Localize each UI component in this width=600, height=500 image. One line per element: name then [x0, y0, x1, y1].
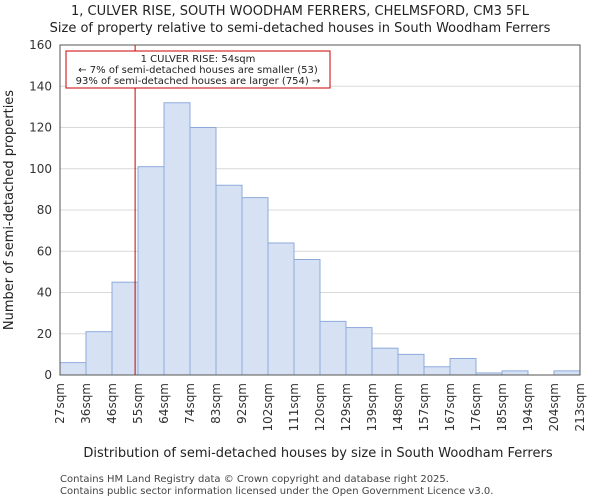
x-tick-label: 120sqm [313, 383, 327, 431]
bar [501, 370, 529, 376]
bar [267, 242, 295, 376]
x-tick-label: 194sqm [521, 383, 535, 431]
footer-line-2: Contains public sector information licen… [60, 486, 493, 497]
bar [553, 370, 581, 376]
annotation-line-1: 1 CULVER RISE: 54sqm [141, 54, 256, 65]
y-tick-label: 60 [37, 244, 52, 258]
y-tick-label: 100 [29, 162, 52, 176]
bar [423, 366, 451, 376]
bar [397, 353, 425, 376]
x-tick-label: 74sqm [183, 383, 197, 424]
bar [163, 102, 191, 376]
x-tick-label: 213sqm [573, 383, 587, 431]
y-tick-label: 140 [29, 79, 52, 93]
bar [215, 184, 243, 376]
bar [59, 362, 87, 376]
x-tick-label: 176sqm [469, 383, 483, 431]
bar [85, 331, 113, 376]
bar [449, 358, 477, 376]
y-tick-label: 160 [29, 38, 52, 52]
y-tick-label: 40 [37, 286, 52, 300]
x-tick-label: 64sqm [157, 383, 171, 424]
bar [241, 197, 269, 376]
y-tick-label: 80 [37, 203, 52, 217]
annotation-line-3: 93% of semi-detached houses are larger (… [76, 76, 321, 87]
x-tick-label: 27sqm [53, 383, 67, 424]
x-tick-label: 148sqm [391, 383, 405, 431]
x-tick-label: 185sqm [495, 383, 509, 431]
annotation-line-2: ← 7% of semi-detached houses are smaller… [78, 65, 318, 76]
chart-title: 1, CULVER RISE, SOUTH WOODHAM FERRERS, C… [71, 4, 530, 19]
bar [319, 320, 347, 376]
x-tick-label: 139sqm [365, 383, 379, 431]
plot-frame [59, 44, 581, 376]
y-tick-label: 0 [44, 368, 52, 382]
x-tick-label: 157sqm [417, 383, 431, 431]
bar [137, 166, 165, 376]
y-tick-label: 20 [37, 327, 52, 341]
y-tick-label: 120 [29, 121, 52, 135]
x-tick-label: 92sqm [235, 383, 249, 424]
bar [345, 327, 373, 376]
bar [189, 127, 217, 376]
y-axis-title: Number of semi-detached properties [2, 90, 17, 330]
bar [293, 259, 321, 376]
x-axis-title: Distribution of semi-detached houses by … [83, 446, 552, 461]
x-tick-labels: 27sqm 36sqm 46sqm 55sqm 64sqm 74sqm 83sqm 92sqm… [53, 383, 587, 431]
axes-layer [59, 44, 581, 376]
y-tick-labels: 0 20 40 60 80 100 120 140 160 [29, 38, 52, 382]
x-tick-label: 167sqm [443, 383, 457, 431]
annotation-box [65, 50, 331, 89]
x-tick-label: 36sqm [79, 383, 93, 424]
x-tick-label: 46sqm [105, 383, 119, 424]
x-tick-label: 129sqm [339, 383, 353, 431]
x-tick-label: 111sqm [287, 383, 301, 431]
footer-line-1: Contains HM Land Registry data © Crown c… [60, 474, 449, 485]
marker-layer: 1 CULVER RISE: 54sqm← 7% of semi-detache… [65, 45, 331, 375]
bar [111, 281, 139, 376]
bar [371, 347, 399, 376]
x-tick-label: 83sqm [209, 383, 223, 424]
x-tick-label: 55sqm [131, 383, 145, 424]
bars-layer [59, 102, 581, 376]
x-tick-label: 102sqm [261, 383, 275, 431]
chart-subtitle: Size of property relative to semi-detach… [50, 21, 551, 36]
x-tick-label: 204sqm [547, 383, 561, 431]
